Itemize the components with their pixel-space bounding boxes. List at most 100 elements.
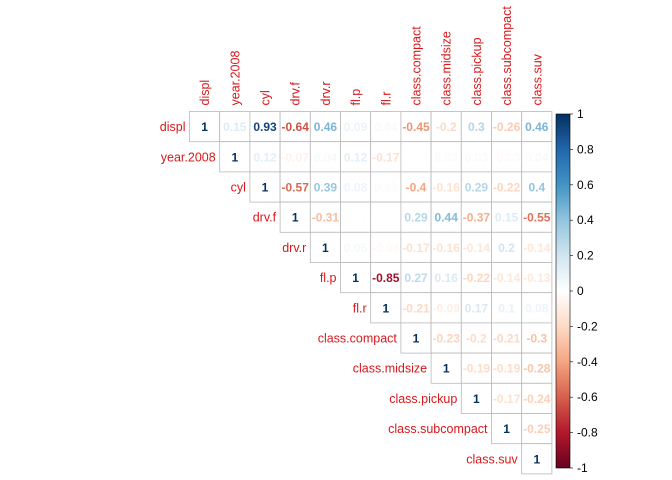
row-label-cyl: cyl <box>231 181 246 195</box>
cell-class.midsize-class.pickup <box>460 352 492 384</box>
value-fl.p-class.pickup: -0.22 <box>463 271 491 285</box>
column-label-class.compact: class.compact <box>410 26 424 106</box>
cell-year.2008-year.2008 <box>219 141 251 173</box>
value-fl.p-fl.p: 1 <box>352 271 359 285</box>
value-drv.f-fl.p: 0.01 <box>344 211 368 225</box>
cell-fl.p-class.midsize <box>430 262 462 294</box>
cell-drv.r-class.subcompact <box>491 231 523 263</box>
value-class.pickup-class.subcompact: -0.17 <box>493 392 521 406</box>
value-class.suv-class.suv: 1 <box>533 452 540 466</box>
value-drv.r-fl.p: 0.05 <box>344 241 368 255</box>
cell-displ-class.pickup <box>460 111 492 143</box>
value-class.midsize-class.midsize: 1 <box>443 362 450 376</box>
value-fl.r-class.subcompact: 0.1 <box>498 301 515 315</box>
cell-year.2008-drv.r <box>309 141 341 173</box>
value-displ-cyl: 0.93 <box>253 120 277 134</box>
cell-drv.r-class.pickup <box>460 231 492 263</box>
value-fl.p-class.compact: 0.27 <box>404 271 428 285</box>
value-class.midsize-class.pickup: -0.19 <box>463 362 491 376</box>
value-drv.r-class.subcompact: 0.2 <box>498 241 515 255</box>
value-drv.r-class.suv: -0.14 <box>523 241 551 255</box>
cell-displ-class.compact <box>400 111 432 143</box>
value-class.subcompact-class.subcompact: 1 <box>503 422 510 436</box>
colorbar-tick-label-0.2: 0.2 <box>577 249 594 263</box>
column-label-drv.r: drv.r <box>319 81 333 105</box>
value-cyl-class.subcompact: -0.22 <box>493 181 521 195</box>
cell-drv.f-drv.f <box>279 201 311 233</box>
cell-class.suv-class.suv <box>521 443 553 475</box>
value-year.2008-class.subcompact: -0.03 <box>493 150 521 164</box>
value-year.2008-year.2008: 1 <box>231 150 238 164</box>
value-drv.f-class.midsize: 0.44 <box>435 211 459 225</box>
cell-drv.r-class.midsize <box>430 231 462 263</box>
colorbar-tick-label-0.8: 0.8 <box>577 142 594 156</box>
cell-year.2008-fl.p <box>340 141 372 173</box>
value-displ-drv.r: 0.46 <box>314 120 338 134</box>
correlation-cells: 1 0.15 0.93 -0.64 0.46 0.09 0.04 -0.45 -0.2 0.3 -0… <box>189 111 553 475</box>
cell-fl.r-class.compact <box>400 292 432 324</box>
cell-year.2008-class.pickup <box>460 141 492 173</box>
cell-fl.p-class.compact <box>400 262 432 294</box>
value-displ-drv.f: -0.64 <box>282 120 310 134</box>
value-drv.f-class.subcompact: 0.15 <box>495 211 519 225</box>
cell-drv.r-class.suv <box>521 231 553 263</box>
column-label-fl.r: fl.r <box>379 92 393 106</box>
value-year.2008-fl.r: -0.17 <box>372 150 400 164</box>
cell-class.compact-class.suv <box>521 322 553 354</box>
cell-class.subcompact-class.subcompact <box>491 413 523 445</box>
value-drv.r-drv.r: 1 <box>322 241 329 255</box>
value-fl.r-class.suv: 0.08 <box>525 301 549 315</box>
value-cyl-class.compact: -0.4 <box>406 181 427 195</box>
column-label-drv.f: drv.f <box>289 82 303 106</box>
cell-drv.r-class.compact <box>400 231 432 263</box>
value-drv.f-class.compact: 0.29 <box>404 211 428 225</box>
value-cyl-class.midsize: -0.16 <box>433 181 461 195</box>
column-labels: displ year.2008 cyl drv.f drv.r fl.p fl.r class… <box>198 6 544 106</box>
cell-displ-class.suv <box>521 111 553 143</box>
value-fl.p-class.suv: -0.13 <box>523 271 551 285</box>
value-cyl-fl.r: 0.03 <box>374 181 398 195</box>
value-cyl-cyl: 1 <box>262 181 269 195</box>
cell-year.2008-class.subcompact <box>491 141 523 173</box>
value-drv.f-class.suv: -0.55 <box>523 211 551 225</box>
value-drv.r-fl.r: -0.04 <box>372 241 400 255</box>
value-class.compact-class.compact: 1 <box>413 332 420 346</box>
value-cyl-class.pickup: 0.29 <box>465 181 489 195</box>
value-fl.p-class.subcompact: -0.14 <box>493 271 521 285</box>
value-fl.r-class.midsize: -0.09 <box>433 301 461 315</box>
colorbar-gradient <box>555 113 571 469</box>
value-drv.r-class.compact: -0.17 <box>402 241 430 255</box>
colorbar-tick-label--1: -1 <box>577 461 588 475</box>
value-displ-class.suv: 0.46 <box>525 120 549 134</box>
column-label-cyl: cyl <box>259 90 273 105</box>
cell-drv.f-class.suv <box>521 201 553 233</box>
cell-displ-year.2008 <box>219 111 251 143</box>
cell-drv.f-fl.p <box>340 201 372 233</box>
cell-year.2008-class.midsize <box>430 141 462 173</box>
value-class.compact-class.suv: -0.3 <box>526 332 547 346</box>
cell-fl.p-class.pickup <box>460 262 492 294</box>
value-drv.f-drv.r: -0.31 <box>312 211 340 225</box>
column-label-class.suv: class.suv <box>530 53 544 105</box>
cell-drv.f-class.pickup <box>460 201 492 233</box>
value-displ-class.subcompact: -0.26 <box>493 120 521 134</box>
cell-displ-displ <box>189 111 221 143</box>
cell-class.compact-class.pickup <box>460 322 492 354</box>
value-year.2008-class.midsize: 0.03 <box>435 150 459 164</box>
value-cyl-drv.f: -0.57 <box>282 181 310 195</box>
value-year.2008-drv.f: -0.07 <box>282 150 310 164</box>
value-displ-year.2008: 0.15 <box>223 120 247 134</box>
value-fl.r-class.compact: -0.21 <box>402 301 430 315</box>
value-fl.r-class.pickup: 0.17 <box>465 301 489 315</box>
value-drv.f-fl.r: 0.01 <box>374 211 398 225</box>
row-labels: displ year.2008 cyl drv.f drv.r fl.p fl.r class… <box>160 120 519 466</box>
value-class.subcompact-class.suv: -0.25 <box>523 422 551 436</box>
cell-cyl-class.pickup <box>460 171 492 203</box>
value-drv.f-class.pickup: -0.37 <box>463 211 491 225</box>
colorbar-tick-label-0.6: 0.6 <box>577 178 594 192</box>
value-class.midsize-class.subcompact: -0.19 <box>493 362 521 376</box>
colorbar-tick-label--0.4: -0.4 <box>577 355 598 369</box>
colorbar-tick-label--0.8: -0.8 <box>577 426 598 440</box>
column-label-class.subcompact: class.subcompact <box>500 6 514 106</box>
